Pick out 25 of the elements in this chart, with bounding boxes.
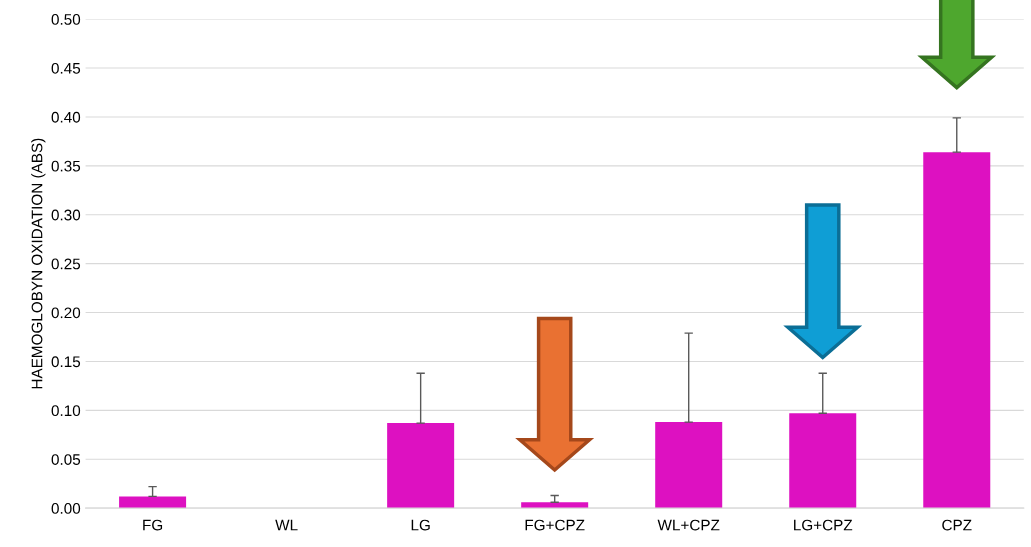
y-tick-label: 0.10 bbox=[51, 405, 81, 417]
y-tick-label: 0.30 bbox=[51, 209, 81, 221]
x-tick-label: FG+CPZ bbox=[525, 519, 585, 531]
y-tick-label: 0.45 bbox=[51, 62, 81, 74]
x-tick-label: LG+CPZ bbox=[794, 519, 853, 531]
y-tick-label: 0.25 bbox=[51, 258, 81, 270]
x-tick-label: LG bbox=[411, 519, 430, 531]
y-tick-label: 0.20 bbox=[51, 307, 81, 319]
y-tick-label: 0.35 bbox=[51, 160, 81, 172]
bar bbox=[387, 423, 455, 509]
y-tick-label: 0.15 bbox=[51, 356, 81, 368]
y-tick-label: 0.40 bbox=[51, 111, 81, 123]
y-tick-label: 0.00 bbox=[51, 503, 81, 514]
y-tick-label: 0.50 bbox=[51, 14, 81, 25]
bar bbox=[521, 502, 589, 509]
x-tick-label: WL+CPZ bbox=[657, 519, 720, 531]
bar bbox=[923, 152, 991, 509]
bar bbox=[655, 422, 723, 509]
x-tick-label: WL bbox=[275, 519, 298, 531]
x-tick-label: FG bbox=[143, 519, 163, 531]
bar bbox=[119, 496, 187, 509]
y-tick-label: 0.05 bbox=[51, 454, 81, 465]
x-tick-label: CPZ bbox=[942, 519, 972, 531]
bar bbox=[789, 413, 857, 509]
y-axis-title: HAEMOGLOBYN OXIDATION (ABS) bbox=[31, 138, 46, 389]
